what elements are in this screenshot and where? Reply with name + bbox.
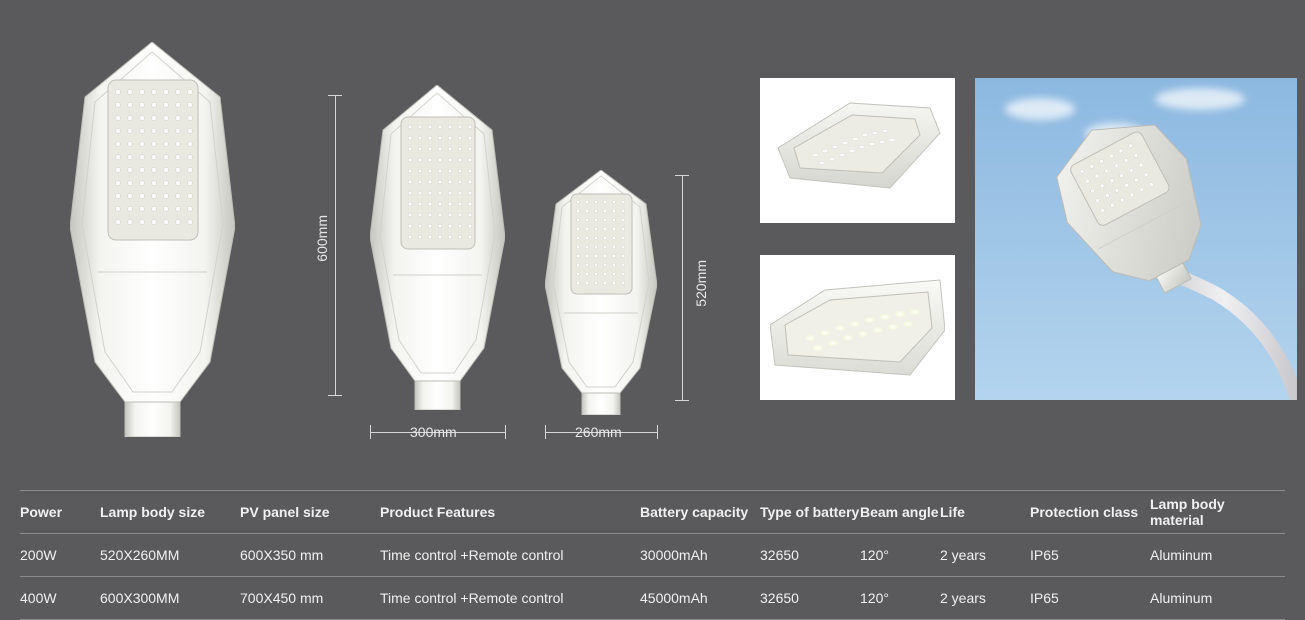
dim-cap xyxy=(657,425,658,439)
cell: 600X350 mm xyxy=(240,547,380,563)
dim-cap xyxy=(675,400,689,401)
col-power: Power xyxy=(20,504,100,520)
dim-cap xyxy=(328,95,342,96)
dim-label-520: 520mm xyxy=(693,260,709,307)
cell: Aluminum xyxy=(1150,547,1270,563)
cell: 520X260MM xyxy=(100,547,240,563)
dim-cap xyxy=(545,425,546,439)
col-protection: Protection class xyxy=(1030,504,1150,520)
cell: 30000mAh xyxy=(640,547,760,563)
dim-line-600-v xyxy=(335,95,336,395)
col-battery-cap: Battery capacity xyxy=(640,504,760,520)
cell: 120° xyxy=(860,590,940,606)
dim-line-520-v xyxy=(682,175,683,400)
col-features: Product Features xyxy=(380,504,640,520)
col-material: Lamp body material xyxy=(1150,496,1270,528)
lamp-large xyxy=(70,42,235,437)
lamp-small xyxy=(545,170,657,415)
dim-cap xyxy=(328,395,342,396)
cell: Aluminum xyxy=(1150,590,1270,606)
cell: 2 years xyxy=(940,547,1030,563)
cell: 45000mAh xyxy=(640,590,760,606)
table-row: 400W 600X300MM 700X450 mm Time control +… xyxy=(20,577,1285,620)
cell: 200W xyxy=(20,547,100,563)
dim-cap xyxy=(505,425,506,439)
cell: 32650 xyxy=(760,547,860,563)
col-life: Life xyxy=(940,504,1030,520)
cell: 120° xyxy=(860,547,940,563)
cell: Time control +Remote control xyxy=(380,590,640,606)
dim-cap xyxy=(675,175,689,176)
dim-label-260: 260mm xyxy=(575,424,622,440)
dim-label-300: 300mm xyxy=(410,424,457,440)
cell: 700X450 mm xyxy=(240,590,380,606)
cell: 32650 xyxy=(760,590,860,606)
table-row: 200W 520X260MM 600X350 mm Time control +… xyxy=(20,534,1285,577)
dim-cap xyxy=(370,425,371,439)
cell: 400W xyxy=(20,590,100,606)
col-beam-angle: Beam angle xyxy=(860,504,940,520)
col-battery-type: Type of battery xyxy=(760,504,860,520)
dim-label-600: 600mm xyxy=(314,215,330,262)
cell: Time control +Remote control xyxy=(380,547,640,563)
col-pv-size: PV panel size xyxy=(240,504,380,520)
col-body-size: Lamp body size xyxy=(100,504,240,520)
lamp-medium xyxy=(370,85,505,410)
thumb-led-angle-2 xyxy=(760,255,955,400)
thumb-led-angle-1 xyxy=(760,78,955,223)
cell: IP65 xyxy=(1030,590,1150,606)
cell: 2 years xyxy=(940,590,1030,606)
photo-lamp-on-pole xyxy=(975,78,1297,400)
spec-table: Power Lamp body size PV panel size Produ… xyxy=(0,490,1305,620)
cell: IP65 xyxy=(1030,547,1150,563)
cell: 600X300MM xyxy=(100,590,240,606)
product-spec-sheet: 600mm 300mm xyxy=(0,0,1305,620)
table-header-row: Power Lamp body size PV panel size Produ… xyxy=(20,490,1285,534)
